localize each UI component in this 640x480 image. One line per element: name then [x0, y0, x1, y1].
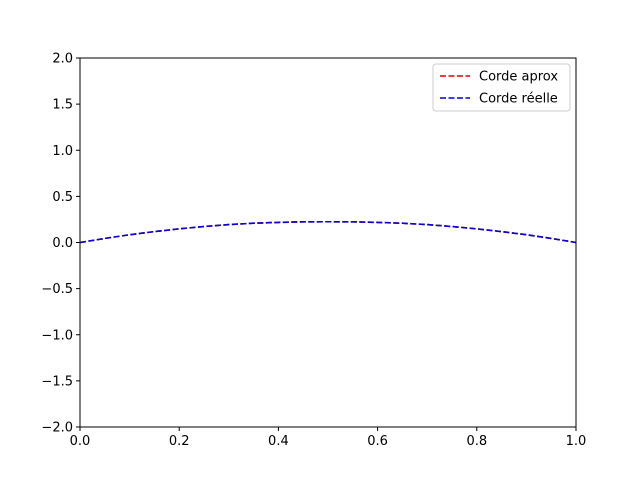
y-tick-label: −2.0 — [41, 421, 73, 436]
y-tick-label: 1.5 — [52, 98, 73, 113]
y-tick-label: 2.0 — [52, 52, 73, 67]
series-line-1 — [79, 220, 577, 244]
x-tick-label: 0.2 — [169, 434, 190, 449]
y-tick-label: 0.0 — [52, 236, 73, 251]
y-axis-ticks: 2.0 1.5 1.0 0.5 0.0 −0.5 −1.0 −1.5 −2.0 — [41, 52, 80, 436]
legend-label: Corde aprox — [479, 70, 558, 85]
x-axis-ticks: 0.0 0.2 0.4 0.6 0.8 1.0 — [70, 427, 587, 449]
y-tick-label: −1.0 — [41, 328, 73, 343]
legend: Corde aprox Corde réelle — [432, 63, 571, 112]
plot-lines — [79, 220, 577, 244]
x-tick-label: 1.0 — [566, 434, 587, 449]
x-tick-label: 0.0 — [70, 434, 91, 449]
x-tick-label: 0.4 — [268, 434, 289, 449]
x-tick-label: 0.8 — [466, 434, 487, 449]
y-tick-label: −0.5 — [41, 282, 73, 297]
plot-area-frame — [79, 57, 577, 428]
y-tick-label: 0.5 — [52, 190, 73, 205]
y-tick-label: −1.5 — [41, 374, 73, 389]
legend-label: Corde réelle — [479, 92, 558, 107]
x-tick-label: 0.6 — [367, 434, 388, 449]
y-tick-label: 1.0 — [52, 144, 73, 159]
